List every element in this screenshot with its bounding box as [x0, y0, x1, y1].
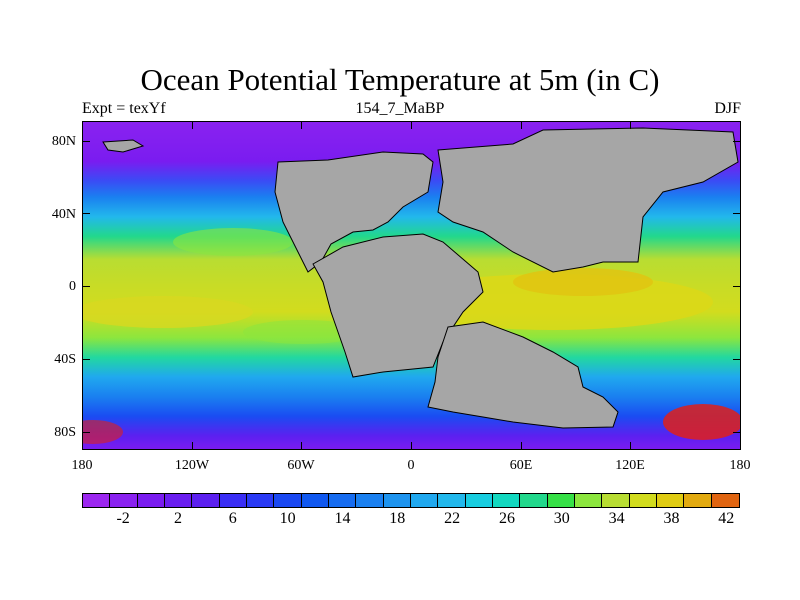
hot-spot-southwest — [83, 420, 123, 444]
lat-label-0: 0 — [69, 279, 76, 294]
subtropic-south — [243, 320, 363, 344]
lon-label-0: 0 — [407, 458, 415, 473]
lat-label-80S: 80S — [54, 425, 76, 440]
lat-tick — [733, 432, 741, 433]
lon-tick — [301, 121, 302, 129]
season-label: DJF — [714, 100, 741, 117]
lon-tick — [82, 442, 83, 450]
colorbar-swatch — [137, 494, 165, 507]
colorbar-swatch — [711, 494, 739, 507]
colorbar-swatch — [438, 494, 466, 507]
colorbar-tick-label: 14 — [334, 510, 351, 527]
colorbar-tick-label: 22 — [444, 510, 461, 527]
land-masses — [102, 127, 739, 429]
colorbar-swatch — [219, 494, 247, 507]
lat-label-40S: 40S — [54, 352, 76, 367]
lon-tick — [82, 121, 83, 129]
colorbar-swatch — [110, 494, 138, 507]
lat-label-80N: 80N — [51, 134, 76, 149]
lon-tick — [630, 442, 631, 450]
lon-tick — [740, 442, 741, 450]
period-label: 154_7_MaBP — [355, 100, 445, 117]
colorbar-swatch — [520, 494, 548, 507]
chart-title: Ocean Potential Temperature at 5m (in C) — [140, 62, 660, 97]
colorbar-swatch — [192, 494, 220, 507]
colorbar-swatch — [684, 494, 712, 507]
subtropic-north — [173, 228, 293, 256]
colorbar-swatch — [656, 494, 685, 507]
warm-pool-west — [83, 296, 253, 328]
colorbar-tick-label: 34 — [608, 510, 625, 527]
lon-label-60W: 60W — [287, 458, 315, 473]
lat-tick — [82, 359, 90, 360]
island-arctic-west — [102, 139, 145, 153]
colorbar-tick-label: 30 — [553, 510, 570, 527]
colorbar-swatch — [301, 494, 329, 507]
colorbar-swatch — [547, 494, 575, 507]
colorbar-swatch — [492, 494, 521, 507]
lon-tick — [192, 121, 193, 129]
lon-tick — [411, 442, 412, 450]
lat-tick — [82, 286, 90, 287]
lat-tick — [733, 359, 741, 360]
colorbar-swatch — [629, 494, 657, 507]
lon-tick — [411, 121, 412, 129]
colorbar — [82, 493, 740, 508]
lon-label-180W: 180 — [71, 458, 93, 473]
lon-tick — [521, 121, 522, 129]
lat-tick — [733, 286, 741, 287]
lat-tick — [82, 141, 90, 142]
lon-tick — [301, 442, 302, 450]
colorbar-tick-label: 42 — [718, 510, 735, 527]
colorbar-tick-label: -2 — [116, 510, 130, 527]
colorbar-tick-label: 2 — [173, 510, 182, 527]
lon-label-60E: 60E — [509, 458, 533, 473]
colorbar-swatch — [465, 494, 493, 507]
colorbar-tick-label: 10 — [279, 510, 296, 527]
hot-spot-southeast — [663, 404, 740, 440]
experiment-label: Expt = texYf — [82, 100, 166, 117]
lon-tick — [740, 121, 741, 129]
lat-tick — [733, 213, 741, 214]
colorbar-swatch — [274, 494, 302, 507]
colorbar-swatch — [328, 494, 357, 507]
temperature-map — [82, 121, 741, 450]
warm-pool-core — [513, 268, 653, 296]
lat-tick — [733, 141, 741, 142]
colorbar-swatch — [574, 494, 603, 507]
landmass-south — [427, 321, 619, 429]
lon-label-120E: 120E — [615, 458, 645, 473]
colorbar-swatch — [383, 494, 411, 507]
lon-tick — [521, 442, 522, 450]
colorbar-tick-label: 18 — [389, 510, 406, 527]
colorbar-tick-label: 6 — [228, 510, 237, 527]
lon-tick — [192, 442, 193, 450]
colorbar-swatch — [410, 494, 439, 507]
colorbar-swatch — [602, 494, 630, 507]
colorbar-tick-label: 26 — [498, 510, 515, 527]
colorbar-swatch — [246, 494, 275, 507]
colorbar-tick-label: 38 — [663, 510, 680, 527]
lon-label-180E: 180 — [729, 458, 751, 473]
temperature-field — [83, 122, 740, 449]
lat-label-40N: 40N — [51, 207, 76, 222]
landmass-northeast — [437, 127, 739, 273]
landmass-northwest — [274, 151, 434, 273]
lat-tick — [82, 432, 90, 433]
lat-tick — [82, 213, 90, 214]
colorbar-swatch — [164, 494, 193, 507]
lon-label-120W: 120W — [174, 458, 210, 473]
colorbar-swatch — [356, 494, 384, 507]
colorbar-swatch — [83, 494, 111, 507]
lon-tick — [630, 121, 631, 129]
